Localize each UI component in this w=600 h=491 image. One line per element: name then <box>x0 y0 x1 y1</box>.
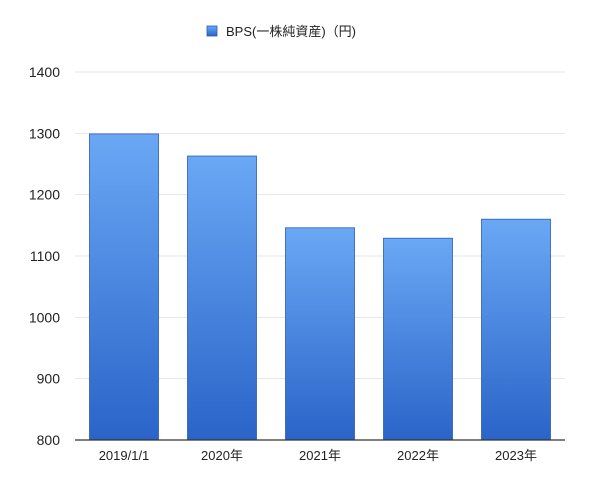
legend-swatch <box>206 25 218 37</box>
y-tick-label: 1400 <box>29 64 60 80</box>
x-tick-label: 2019/1/1 <box>99 448 150 463</box>
y-tick-label: 1100 <box>30 248 60 264</box>
x-tick-label: 2020年 <box>201 448 243 463</box>
bars <box>89 133 551 441</box>
bar <box>285 227 355 441</box>
bar <box>481 218 551 441</box>
y-axis-tick-labels: 800 900 1000 1100 1200 1300 1400 <box>29 64 60 448</box>
y-tick-label: 1300 <box>29 125 60 141</box>
y-tick-label: 1000 <box>29 309 60 325</box>
legend-label: BPS(一株純資産)（円) <box>226 24 356 39</box>
x-tick-label: 2023年 <box>495 448 537 463</box>
y-tick-label: 1200 <box>29 187 60 203</box>
bar <box>383 237 453 441</box>
bar <box>89 133 159 441</box>
x-tick-label: 2021年 <box>299 448 341 463</box>
x-tick-label: 2022年 <box>397 448 439 463</box>
legend: BPS(一株純資産)（円) <box>206 24 356 39</box>
y-tick-label: 900 <box>37 371 61 387</box>
bar <box>187 155 257 441</box>
y-tick-label: 800 <box>37 432 61 448</box>
x-axis-tick-labels: 2019/1/1 2020年 2021年 2022年 2023年 <box>99 448 537 463</box>
